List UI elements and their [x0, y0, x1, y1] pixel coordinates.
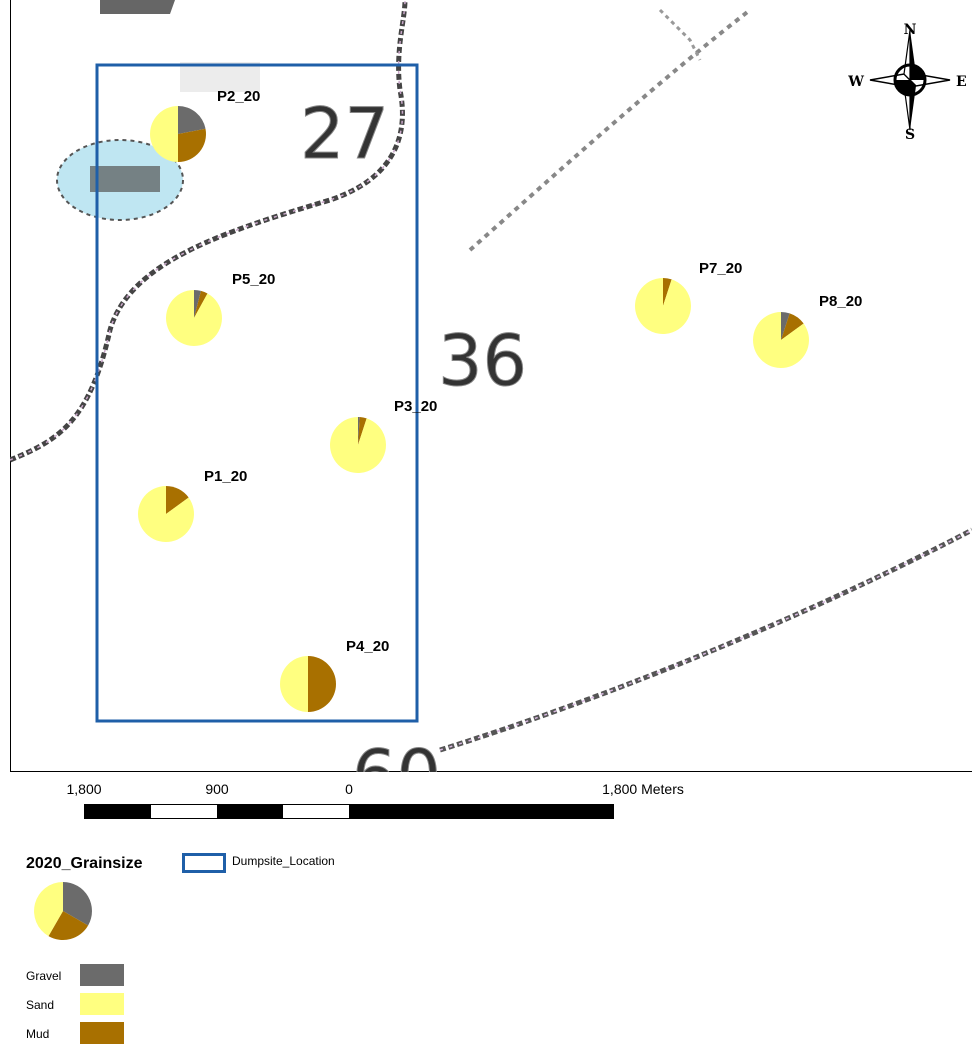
- pie-slice-gravel: [194, 290, 201, 318]
- pie-slice-mud: [663, 278, 672, 306]
- pie-p7-20[interactable]: [635, 278, 691, 335]
- legend-mud-label: Mud: [26, 1027, 50, 1041]
- legend-gravel-label: Gravel: [26, 969, 62, 983]
- map-canvas[interactable]: 27 36 60 P2_20P5_20P3_20P1_20P4_20P7_20P…: [0, 0, 972, 772]
- scale-label-900: 900: [205, 781, 229, 797]
- pie-p5-20[interactable]: [166, 290, 222, 347]
- dumpsite-location[interactable]: [95, 63, 419, 723]
- site-label: P7_20: [699, 260, 742, 277]
- pie-slice-gravel: [358, 417, 360, 445]
- site-label: P5_20: [232, 271, 275, 288]
- pie-slice-sand: [150, 106, 178, 162]
- site-label: P4_20: [346, 638, 389, 655]
- pie-slice-mud: [194, 290, 208, 318]
- legend-title: 2020_Grainsize: [26, 855, 143, 872]
- pie-slice-mud: [178, 128, 206, 162]
- scale-label-1800-meters: 1,800 Meters: [602, 781, 684, 797]
- pie-slice-mud: [781, 313, 804, 340]
- pie-slice-gravel: [178, 106, 206, 134]
- road-line: [468, 8, 752, 252]
- section-number-36: 36: [438, 320, 527, 402]
- pie-p1-20[interactable]: [137, 486, 194, 543]
- legend-dumpsite-swatch: [182, 853, 226, 873]
- pie-p4-20[interactable]: [280, 656, 336, 712]
- legend-mud-swatch: [80, 1022, 124, 1044]
- pie-p2-20[interactable]: [150, 106, 206, 162]
- pie-slice-sand: [280, 656, 308, 712]
- site-label: P3_20: [394, 398, 437, 415]
- pie-p8-20[interactable]: [753, 312, 809, 368]
- pie-slice-mud: [308, 656, 336, 712]
- pie-slice-sand: [137, 486, 194, 543]
- scale-segment: [349, 805, 613, 818]
- site-label: P8_20: [819, 293, 862, 310]
- pie-slice-sand: [635, 278, 691, 335]
- legend-sand-swatch: [80, 993, 124, 1015]
- pie-p3-20[interactable]: [330, 417, 387, 474]
- section-number-27: 27: [300, 93, 389, 175]
- north-label: N: [904, 22, 917, 38]
- road-line: [439, 527, 972, 753]
- scale-segment: [217, 805, 283, 818]
- scale-label-1800-left: 1,800: [66, 781, 102, 797]
- site-label: P2_20: [217, 88, 260, 105]
- pie-slice-mud: [166, 486, 189, 514]
- site-pies: P2_20 P5_20 P3_20 P1_20 P4_20 P7_20 P8_20: [137, 88, 862, 712]
- scale-segment: [85, 805, 151, 818]
- east-label: E: [956, 74, 967, 90]
- pond: [56, 139, 184, 221]
- scale-label-0: 0: [345, 781, 353, 797]
- road-line: [439, 529, 972, 751]
- scale-bar: [84, 804, 614, 819]
- legend-gravel-swatch: [80, 964, 124, 986]
- road-line: [658, 8, 702, 61]
- pie-slice-sand: [753, 312, 809, 368]
- legend-pie-icon: [34, 882, 92, 940]
- map-frame: [10, 0, 972, 772]
- pond-feature: [90, 166, 160, 192]
- pie-slice-mud: [358, 417, 367, 445]
- north-arrow-icon: [869, 29, 951, 131]
- section-number-60: 60: [352, 735, 441, 772]
- west-label: W: [847, 74, 864, 90]
- section-label-fragment: [180, 62, 260, 92]
- scale-segment: [283, 805, 349, 818]
- scale-segment: [151, 805, 217, 818]
- south-label: S: [905, 127, 915, 143]
- pie-slice-sand: [330, 417, 387, 474]
- site-label: P1_20: [204, 468, 247, 485]
- legend-sand-label: Sand: [26, 998, 55, 1012]
- pie-slice-gravel: [781, 312, 790, 340]
- road-line: [10, 0, 406, 461]
- road-line: [100, 0, 175, 14]
- pie-slice-sand: [166, 290, 222, 347]
- legend-dumpsite-label: Dumpsite_Location: [232, 854, 335, 868]
